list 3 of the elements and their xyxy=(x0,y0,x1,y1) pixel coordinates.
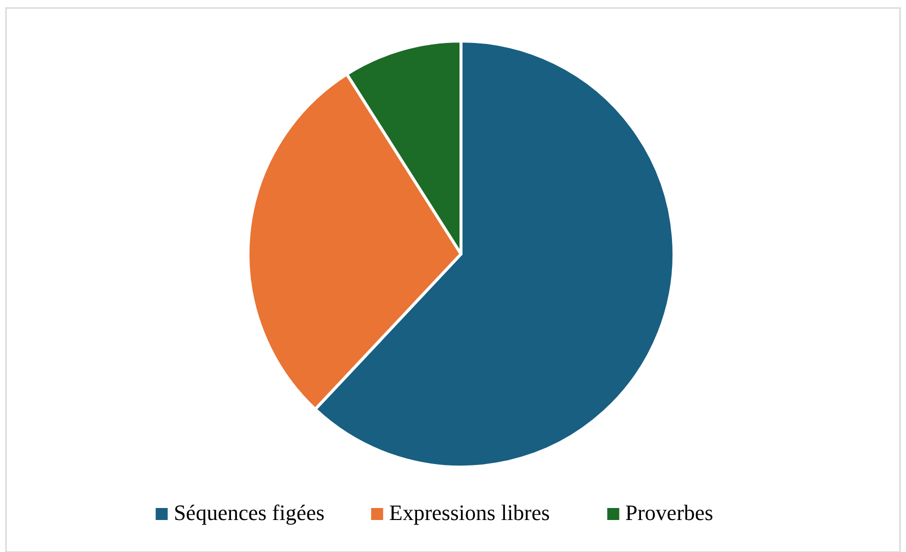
legend-label: Expressions libres xyxy=(389,500,550,525)
legend-label: Séquences figées xyxy=(174,500,325,525)
legend-label: Proverbes xyxy=(625,500,714,525)
